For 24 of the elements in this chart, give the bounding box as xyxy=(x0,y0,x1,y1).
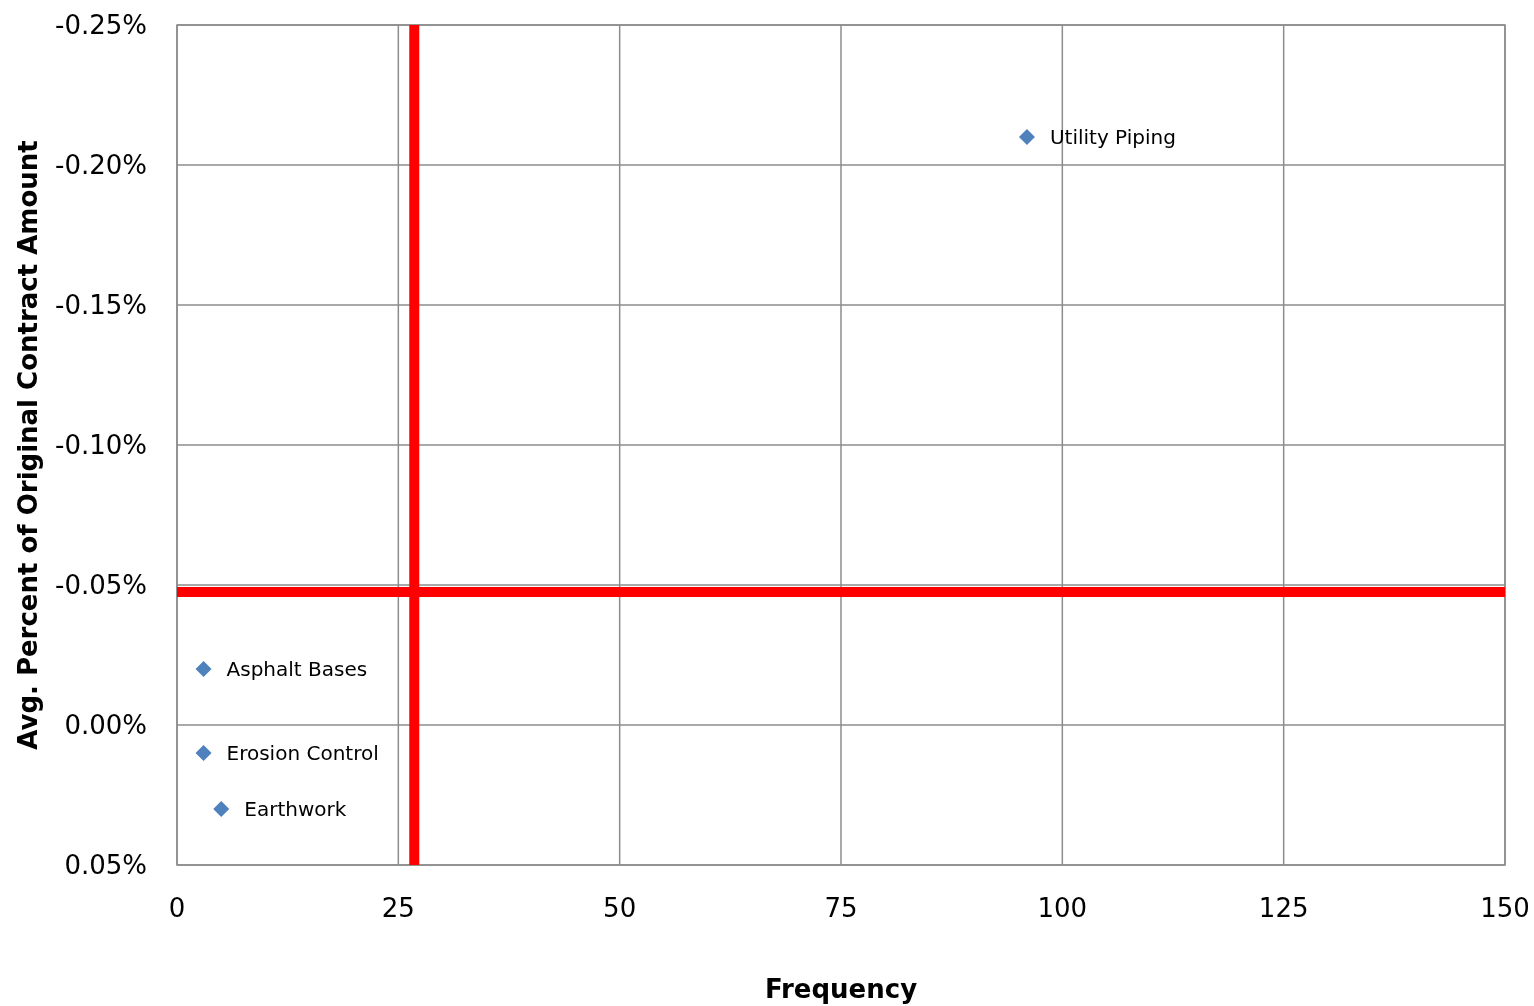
x-tick-label: 0 xyxy=(168,893,186,923)
point xyxy=(195,745,212,761)
y-tick-label: -0.15% xyxy=(55,290,147,320)
x-tick-label: 100 xyxy=(1037,893,1088,923)
y-tick-label: 0.05% xyxy=(64,850,147,880)
annotation: Asphalt Bases xyxy=(226,657,368,681)
point xyxy=(195,661,212,677)
x-tick-label: 125 xyxy=(1258,893,1309,923)
y-tick-label: 0.00% xyxy=(64,710,147,740)
y-axis-title: Avg. Percent of Original Contract Amount xyxy=(13,140,43,750)
x-tick-label: 150 xyxy=(1480,893,1530,923)
y-tick-label: -0.10% xyxy=(55,430,147,460)
annotation: Utility Piping xyxy=(1049,125,1176,149)
point xyxy=(1018,129,1035,145)
y-tick-label: -0.05% xyxy=(55,570,147,600)
x-tick-label: 25 xyxy=(381,893,415,923)
annotation: Earthwork xyxy=(244,797,347,821)
x-axis-title: Frequency xyxy=(764,974,918,1004)
annotation: Erosion Control xyxy=(226,741,379,765)
y-tick-label: -0.25% xyxy=(55,10,147,40)
x-tick-label: 75 xyxy=(824,893,858,923)
y-tick-label: -0.20% xyxy=(55,150,147,180)
point xyxy=(213,801,230,817)
x-tick-label: 50 xyxy=(603,893,637,923)
